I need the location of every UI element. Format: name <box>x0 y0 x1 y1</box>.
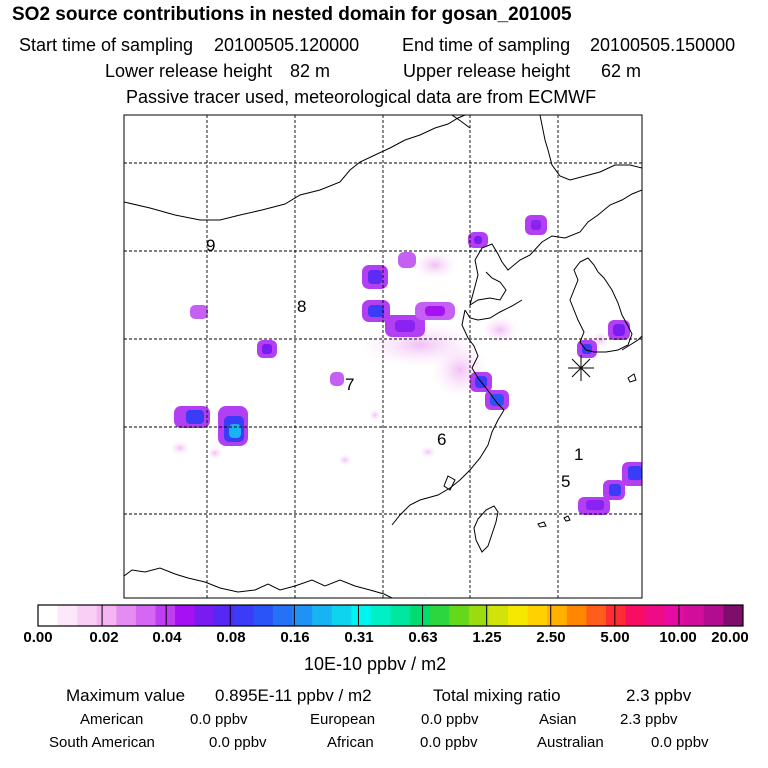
start-time-label: Start time of sampling <box>19 35 194 55</box>
region-name-australian: Australian <box>537 734 604 751</box>
colorbar-swatch <box>684 605 705 626</box>
region-label-8: 8 <box>297 297 306 316</box>
plume-haze <box>170 251 610 466</box>
colorbar-swatch <box>488 605 509 626</box>
region-label-7: 7 <box>345 375 354 394</box>
colorbar-swatch <box>625 605 646 626</box>
colorbar-tick: 1.25 <box>472 629 502 646</box>
region-label-9: 9 <box>206 236 215 255</box>
lower-height-value: 82 m <box>290 61 331 81</box>
colorbar-swatch <box>214 605 235 626</box>
region-name-american: American <box>80 711 144 728</box>
colorbar-swatch <box>155 605 176 626</box>
region-label-1: 1 <box>574 445 583 464</box>
upper-height-label: Upper release height <box>403 61 571 81</box>
colorbar-swatch <box>292 605 313 626</box>
colorbar-tick: 0.00 <box>23 629 53 646</box>
colorbar-swatch <box>96 605 117 626</box>
region-label-5: 5 <box>561 472 570 491</box>
colorbar-swatch <box>38 605 58 626</box>
colorbar-swatch <box>703 605 724 626</box>
colorbar-swatch <box>351 605 372 626</box>
colorbar-swatch <box>508 605 528 626</box>
region-value-american: 0.0 ppbv <box>190 711 248 728</box>
colorbar-swatch <box>77 605 98 626</box>
colorbar-tick: 0.31 <box>344 629 374 646</box>
colorbar-swatch <box>331 605 352 626</box>
region-value-australian: 0.0 ppbv <box>651 734 709 751</box>
colorbar-swatch <box>566 605 587 626</box>
lower-height-label: Lower release height <box>105 61 273 81</box>
colorbar-tick: 5.00 <box>600 629 630 646</box>
colorbar-swatch <box>723 605 744 626</box>
region-name-european: European <box>310 711 376 728</box>
colorbar-swatch <box>410 605 431 626</box>
colorbar-tick: 20.00 <box>711 629 749 646</box>
max-value: 0.895E-11 ppbv / m2 <box>215 686 372 705</box>
total-mixing-label: Total mixing ratio <box>433 686 561 705</box>
colorbar-swatch <box>645 605 666 626</box>
graticule <box>124 115 642 598</box>
end-time-label: End time of sampling <box>402 35 571 55</box>
colorbar-swatch <box>273 605 293 626</box>
colorbar-swatch <box>370 605 391 626</box>
colorbar-unit: 10E-10 ppbv / m2 <box>304 654 447 674</box>
gosan-station-marker <box>568 355 594 381</box>
concentration-spots <box>174 215 642 515</box>
colorbar-swatch <box>449 605 470 626</box>
colorbar-swatch <box>57 605 78 626</box>
region-name-african: African <box>327 734 374 751</box>
colorbar-swatch <box>468 605 489 626</box>
colorbar-swatch <box>194 605 215 626</box>
tracer-note: Passive tracer used, meteorological data… <box>126 87 597 107</box>
start-time-value: 20100505.120000 <box>214 35 360 55</box>
colorbar-swatch <box>116 605 137 626</box>
colorbar-tick: 0.04 <box>152 629 182 646</box>
colorbar-tick: 0.16 <box>280 629 310 646</box>
region-name-south-american: South American <box>49 734 155 751</box>
total-mixing-value: 2.3 ppbv <box>626 686 692 705</box>
colorbar-swatch <box>233 605 254 626</box>
region-name-asian: Asian <box>539 711 577 728</box>
colorbar-swatch <box>547 605 568 626</box>
region-label-6: 6 <box>437 430 446 449</box>
colorbar-swatch <box>605 605 626 626</box>
colorbar-tick: 0.08 <box>216 629 246 646</box>
colorbar-tick: 10.00 <box>659 629 697 646</box>
map-title: SO2 source contributions in nested domai… <box>12 4 572 25</box>
end-time-value: 20100505.150000 <box>590 35 736 55</box>
colorbar-swatch <box>253 605 274 626</box>
colorbar <box>37 604 744 627</box>
colorbar-tick: 2.50 <box>536 629 566 646</box>
upper-height-value: 62 m <box>601 61 642 81</box>
colorbar-tick: 0.63 <box>408 629 438 646</box>
colorbar-swatch <box>175 605 196 626</box>
colorbar-frame <box>37 604 744 627</box>
colorbar-swatch <box>429 605 450 626</box>
colorbar-swatch <box>527 605 548 626</box>
region-value-asian: 2.3 ppbv <box>620 711 678 728</box>
max-value-label: Maximum value <box>66 686 186 705</box>
colorbar-swatch <box>586 605 607 626</box>
map-frame <box>123 114 643 599</box>
colorbar-tick: 0.02 <box>89 629 119 646</box>
colorbar-swatch <box>312 605 333 626</box>
colorbar-swatch <box>664 605 685 626</box>
colorbar-swatch <box>135 605 156 626</box>
colorbar-swatch <box>390 605 411 626</box>
region-value-european: 0.0 ppbv <box>421 711 479 728</box>
region-value-south-american: 0.0 ppbv <box>209 734 267 751</box>
region-value-african: 0.0 ppbv <box>420 734 478 751</box>
